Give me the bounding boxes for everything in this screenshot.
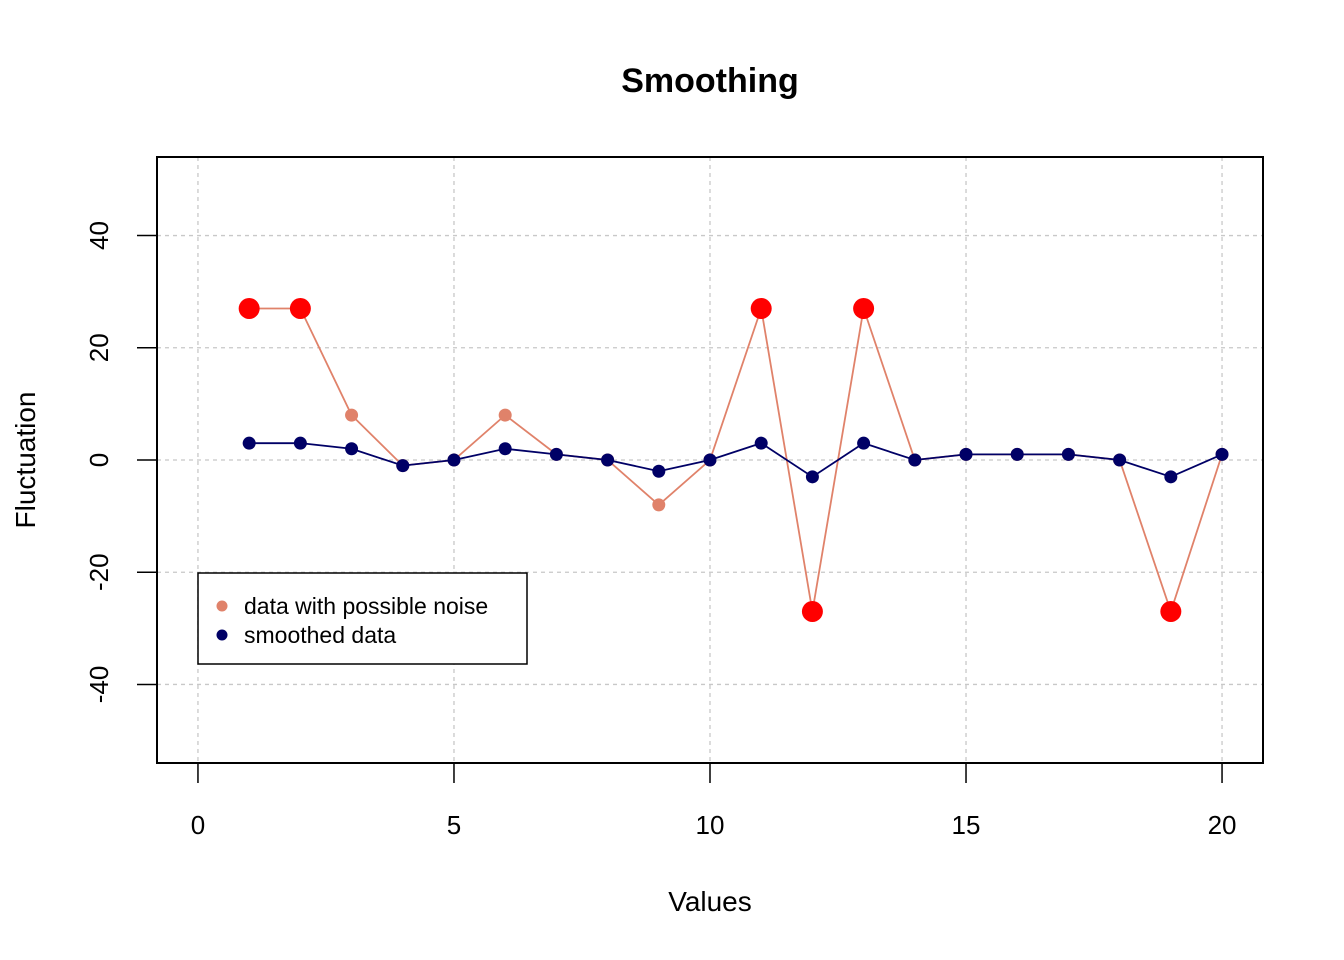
series-line-smoothed xyxy=(249,442,1223,478)
smoothed-point xyxy=(242,436,256,450)
x-tick-label: 5 xyxy=(447,810,461,840)
noisy-point-outlier xyxy=(238,298,260,319)
noisy-point-outlier xyxy=(1160,601,1182,622)
legend-label-smoothed: smoothed data xyxy=(244,622,396,648)
smoothed-point xyxy=(549,447,563,461)
y-tick-label: 40 xyxy=(84,221,114,250)
legend-label-noisy: data with possible noise xyxy=(244,593,488,619)
smoothed-point xyxy=(447,453,461,467)
x-axis-label: Values xyxy=(668,886,752,917)
noisy-point-outlier xyxy=(853,298,875,319)
smoothed-point xyxy=(1164,470,1178,484)
x-axis: 0 5 10 15 20 xyxy=(191,762,1237,840)
smoothed-point xyxy=(1113,453,1127,467)
legend: data with possible noise smoothed data xyxy=(197,572,528,665)
y-tick-label: 0 xyxy=(84,453,114,467)
smoothed-point xyxy=(908,453,922,467)
smoothed-point xyxy=(754,436,768,450)
noisy-point xyxy=(652,498,666,512)
smoothed-point xyxy=(1215,447,1229,461)
y-axis: -40 -20 0 20 40 xyxy=(84,221,158,704)
x-tick-label: 20 xyxy=(1208,810,1237,840)
smoothed-point xyxy=(498,442,512,456)
y-tick-label: -40 xyxy=(84,666,114,704)
smoothed-point xyxy=(1010,447,1024,461)
smoothed-point xyxy=(959,447,973,461)
noisy-point-outlier xyxy=(289,298,311,319)
noisy-point-outlier xyxy=(801,601,823,622)
x-tick-label: 15 xyxy=(952,810,981,840)
smoothed-point xyxy=(396,459,410,473)
smoothed-point xyxy=(1061,447,1075,461)
y-axis-label: Fluctuation xyxy=(10,392,41,529)
smoothed-point xyxy=(345,442,359,456)
x-tick-label: 10 xyxy=(696,810,725,840)
noisy-point xyxy=(498,408,512,422)
smoothed-point xyxy=(601,453,615,467)
smoothed-point xyxy=(805,470,819,484)
series-layer xyxy=(238,298,1229,622)
noisy-point xyxy=(345,408,359,422)
smoothed-point xyxy=(703,453,717,467)
y-tick-label: 20 xyxy=(84,333,114,362)
smoothed-point xyxy=(857,436,871,450)
legend-box xyxy=(197,572,528,665)
noisy-point-outlier xyxy=(750,298,772,319)
y-tick-label: -20 xyxy=(84,553,114,591)
x-tick-label: 0 xyxy=(191,810,205,840)
legend-marker-smoothed xyxy=(216,629,228,641)
smoothed-point xyxy=(293,436,307,450)
legend-marker-noisy xyxy=(216,600,228,612)
chart-title: Smoothing xyxy=(621,62,799,100)
smoothed-point xyxy=(652,464,666,478)
